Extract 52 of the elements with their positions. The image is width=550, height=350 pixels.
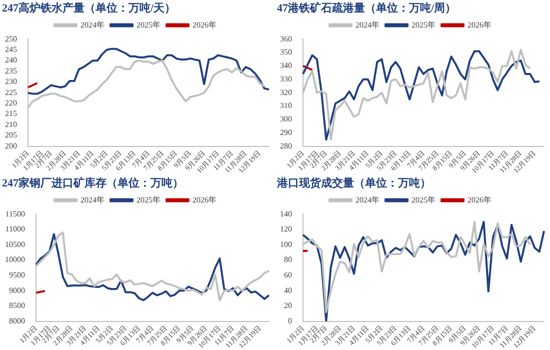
y-tick-label: 215: [5, 109, 17, 118]
y-tick-label: 290: [280, 128, 292, 137]
y-tick-label: 100: [280, 240, 292, 249]
y-tick-label: 0: [288, 316, 292, 326]
y-tick-label: 11500: [5, 209, 25, 218]
y-tick-label: 40: [284, 286, 292, 295]
legend-label: 2025年: [412, 195, 436, 204]
y-tick-label: 120: [280, 224, 292, 234]
legend-label: 2024年: [356, 195, 380, 204]
legend-label: 2025年: [136, 20, 160, 30]
y-tick-label: 320: [280, 88, 292, 97]
chart-title: 247高炉铁水产量（单位：万吨/天）: [2, 1, 176, 14]
y-tick-label: 330: [280, 74, 292, 84]
y-tick-label: 220: [5, 98, 17, 108]
y-tick-label: 360: [280, 34, 292, 44]
y-tick-label: 310: [280, 101, 292, 110]
y-tick-label: 11000: [5, 224, 25, 234]
y-tick-label: 10000: [5, 255, 25, 264]
y-tick-label: 230: [5, 77, 17, 86]
legend-label: 2026年: [468, 20, 492, 30]
y-tick-label: 60: [284, 270, 292, 280]
legend-label: 2024年: [80, 195, 104, 204]
y-tick-label: 340: [280, 61, 292, 70]
legend-label: 2025年: [136, 195, 160, 204]
y-tick-label: 205: [5, 130, 17, 140]
y-tick-label: 225: [5, 88, 17, 97]
y-tick-label: 8000: [9, 316, 25, 326]
y-tick-label: 140: [280, 209, 292, 218]
y-tick-label: 9000: [9, 286, 25, 295]
legend-label: 2025年: [412, 20, 436, 30]
y-tick-label: 8500: [9, 301, 25, 310]
y-tick-label: 240: [5, 56, 17, 65]
y-tick-label: 280: [280, 141, 292, 150]
legend-label: 2024年: [80, 20, 104, 30]
y-tick-label: 350: [280, 48, 292, 57]
y-tick-label: 210: [5, 120, 17, 129]
legend-label: 2026年: [468, 195, 492, 204]
y-tick-label: 9500: [9, 270, 25, 280]
y-tick-label: 200: [5, 141, 17, 150]
y-tick-label: 20: [284, 301, 292, 310]
y-tick-label: 300: [280, 114, 292, 124]
y-tick-label: 235: [5, 66, 17, 76]
legend-label: 2024年: [356, 20, 380, 30]
legend-label: 2026年: [192, 20, 216, 30]
legend-label: 2026年: [192, 195, 216, 204]
y-tick-label: 250: [5, 34, 17, 44]
chart-title: 247家钢厂进口矿库存（单位：万吨）: [2, 176, 184, 190]
chart-title: 港口现货成交量（单位：万吨）: [276, 176, 431, 190]
y-tick-label: 245: [5, 45, 17, 54]
chart-title: 47港铁矿石疏港量（单位：万吨/周）: [277, 1, 456, 14]
y-tick-label: 80: [284, 255, 292, 264]
y-tick-label: 10500: [5, 240, 25, 249]
